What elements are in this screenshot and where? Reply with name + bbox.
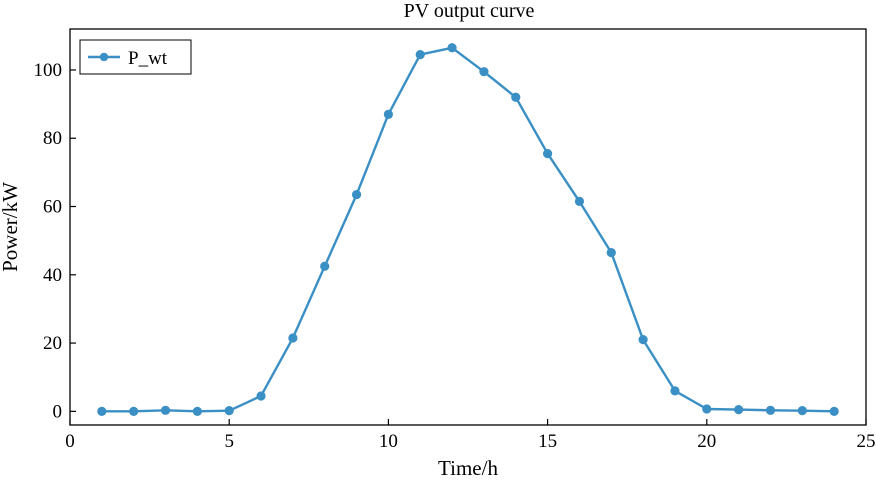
data-point xyxy=(479,67,489,77)
x-axis: 0 5 10 15 20 25 xyxy=(65,419,876,452)
y-axis: 0 20 40 60 80 100 xyxy=(34,60,76,422)
y-axis-label: Power/kW xyxy=(0,182,22,272)
data-point xyxy=(511,92,521,102)
data-point xyxy=(638,335,648,345)
data-point xyxy=(447,43,457,53)
data-point xyxy=(383,109,393,119)
data-point xyxy=(320,261,330,271)
data-point xyxy=(702,404,712,414)
data-point xyxy=(606,248,616,258)
data-point xyxy=(734,405,744,415)
x-tick-label: 0 xyxy=(65,431,75,452)
chart-title: PV output curve xyxy=(404,0,535,22)
series-layer xyxy=(97,43,839,416)
data-point xyxy=(288,333,298,343)
y-tick-label: 80 xyxy=(43,128,62,149)
x-axis-label: Time/h xyxy=(438,456,498,480)
data-point xyxy=(670,386,680,396)
x-tick-label: 25 xyxy=(857,431,876,452)
data-point xyxy=(543,149,553,159)
data-point xyxy=(224,406,234,416)
data-point xyxy=(797,406,807,416)
y-tick-label: 20 xyxy=(43,333,62,354)
x-tick-label: 10 xyxy=(379,431,398,452)
data-point xyxy=(256,391,266,401)
plot-area-frame xyxy=(69,28,867,426)
data-point xyxy=(97,406,107,416)
data-point xyxy=(765,405,776,415)
legend: P_wt xyxy=(79,39,192,75)
y-tick-label: 60 xyxy=(43,197,62,218)
x-tick-label: 15 xyxy=(538,431,557,452)
data-point xyxy=(351,189,362,200)
data-point xyxy=(129,406,139,416)
x-tick-label: 20 xyxy=(697,431,716,452)
data-point xyxy=(829,406,839,416)
data-point xyxy=(192,406,202,416)
y-tick-label: 100 xyxy=(34,60,63,81)
data-point xyxy=(415,50,425,60)
legend-label: P_wt xyxy=(128,48,168,69)
x-tick-label: 5 xyxy=(224,431,234,452)
legend-marker-swatch xyxy=(99,52,109,62)
data-point xyxy=(160,405,171,415)
y-tick-label: 40 xyxy=(43,265,62,286)
data-point xyxy=(574,196,585,206)
y-tick-label: 0 xyxy=(53,401,63,422)
series-line xyxy=(101,46,835,413)
